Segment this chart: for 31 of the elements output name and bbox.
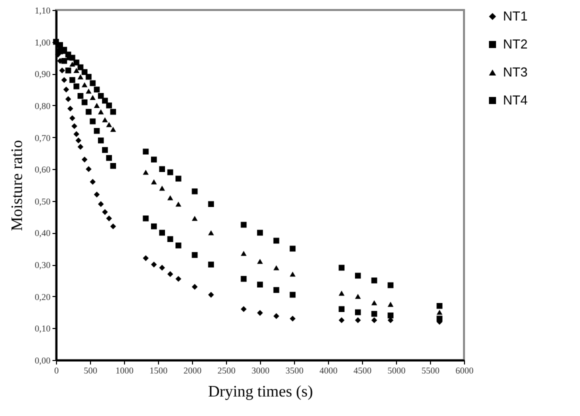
legend-label: NT4: [503, 92, 528, 108]
y-tick-label: 0,00: [34, 356, 51, 366]
x-tick-label: 1500: [150, 366, 168, 376]
x-tick-label: 4500: [354, 366, 372, 376]
y-axis-title: Moisture ratio: [8, 140, 26, 232]
y-tick-label: 0,30: [34, 260, 51, 270]
x-tick-label: 1000: [116, 366, 134, 376]
x-axis-title: Drying times (s): [208, 384, 313, 400]
x-tick-label: 4000: [320, 366, 338, 376]
y-tick-label: 0,70: [34, 132, 51, 143]
y-tick-label: 0,90: [34, 69, 51, 80]
x-tick-label: 2000: [184, 366, 202, 376]
y-tick-label: 0,40: [34, 228, 51, 238]
x-tick-label: 5000: [388, 366, 406, 376]
x-tick-label: 2500: [218, 366, 236, 376]
x-tick-label: 3000: [252, 366, 270, 376]
x-tick-label: 5500: [422, 366, 440, 376]
legend-label: NT2: [503, 36, 528, 52]
y-tick-label: 0,60: [34, 164, 51, 175]
y-tick-label: 0,50: [34, 196, 51, 206]
x-tick-label: 0: [54, 366, 60, 376]
y-tick-label: 0,20: [34, 292, 51, 302]
legend-label: NT3: [503, 64, 528, 80]
x-tick-label: 3500: [286, 366, 304, 376]
legend-label: NT1: [503, 8, 528, 24]
x-tick-label: 500: [84, 366, 98, 376]
y-tick-label: 0,10: [34, 324, 51, 334]
x-tick-label: 6000: [456, 366, 474, 376]
y-tick-label: 1,00: [34, 37, 51, 48]
y-tick-label: 1,10: [34, 6, 51, 16]
y-tick-label: 0,80: [34, 100, 51, 111]
